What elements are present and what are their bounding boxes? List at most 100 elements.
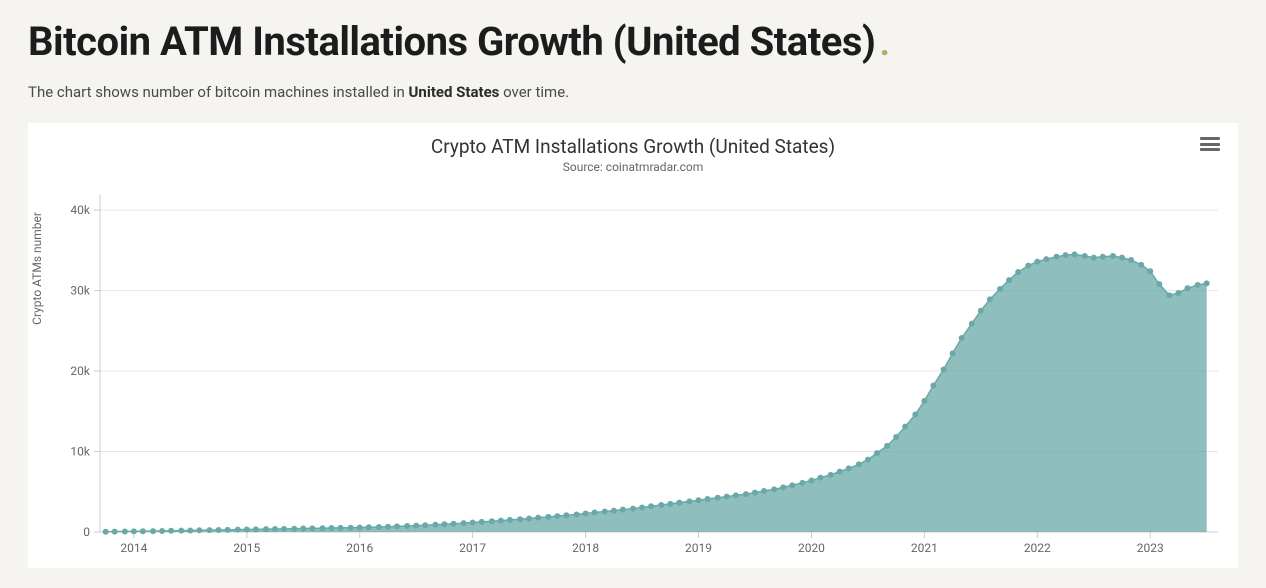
data-point [489,518,495,524]
x-tick-label: 2019 [685,541,712,555]
y-axis-title: Crypto ATMs number [30,212,44,325]
x-tick-label: 2015 [233,541,260,555]
data-point [207,527,213,533]
y-tick-label: 10k [70,445,90,459]
data-point [150,528,156,534]
data-point [856,461,862,467]
data-point [554,513,560,519]
data-point [978,308,984,314]
x-tick-label: 2023 [1137,541,1164,555]
data-point [715,495,721,501]
data-point [545,514,551,520]
data-point [1166,292,1172,298]
data-point [724,494,730,500]
data-point [630,506,636,512]
data-point [404,523,410,529]
subtitle-bold: United States [409,83,500,101]
data-point [366,524,372,530]
data-point [696,497,702,503]
data-point [574,511,580,517]
data-point [159,528,165,534]
data-point [422,522,428,528]
y-tick-label: 40k [70,203,90,217]
data-point [329,525,335,531]
data-point [461,520,467,526]
data-point [376,524,382,530]
data-point [187,527,193,533]
data-point [1110,253,1116,259]
x-tick-label: 2016 [346,541,373,555]
data-point [272,526,278,532]
x-tick-label: 2017 [459,541,486,555]
data-point [450,521,456,527]
data-point [112,529,118,535]
data-point [178,528,184,534]
data-point [817,475,823,481]
data-point [338,525,344,531]
page-title-text: Bitcoin ATM Installations Growth (United… [28,18,875,65]
data-point [846,465,852,471]
chart-title: Crypto ATM Installations Growth (United … [38,135,1228,158]
x-tick-label: 2014 [120,541,147,555]
data-point [828,472,834,478]
data-point [1082,253,1088,259]
data-point [667,501,673,507]
data-point [140,528,146,534]
data-point [941,366,947,372]
data-point [837,469,843,475]
data-point [1156,281,1162,287]
data-point [912,412,918,418]
data-point [131,528,137,534]
x-tick-label: 2020 [798,541,825,555]
data-point [1185,285,1191,291]
data-point [743,491,749,497]
x-tick-label: 2022 [1024,541,1051,555]
data-point [1100,254,1106,260]
data-point [517,516,523,522]
data-point [620,507,626,513]
data-point [884,443,890,449]
data-point [244,527,250,533]
data-point [225,527,231,533]
subtitle-suffix: over time. [499,83,569,101]
data-point [1034,259,1040,265]
data-point [348,525,354,531]
data-point [498,518,504,524]
data-point [930,383,936,389]
data-point [950,350,956,356]
chart-card: Crypto ATM Installations Growth (United … [28,123,1238,568]
data-point [394,523,400,529]
data-point [122,529,128,535]
data-point [639,504,645,510]
data-point [902,424,908,430]
data-point [300,526,306,532]
data-point [1054,254,1060,260]
x-tick-label: 2018 [572,541,599,555]
chart-header: Crypto ATM Installations Growth (United … [38,131,1228,174]
area-fill [106,254,1207,532]
data-point [733,492,739,498]
data-point [808,477,814,483]
data-point [658,502,664,508]
title-accent-dot: . [879,22,889,64]
data-point [216,527,222,533]
data-point [309,525,315,531]
data-point [789,482,795,488]
data-point [1138,262,1144,268]
data-point [291,526,297,532]
data-point [263,526,269,532]
chart-menu-button[interactable] [1200,135,1220,153]
subtitle-prefix: The chart shows number of bitcoin machin… [28,83,409,101]
data-point [969,321,975,327]
data-point [893,434,899,440]
data-point [1204,280,1210,286]
data-point [676,500,682,506]
y-tick-label: 20k [70,364,90,378]
data-point [865,457,871,463]
data-point [441,521,447,527]
data-point [648,503,654,509]
data-point [507,517,513,523]
data-point [535,515,541,521]
chart-plot: Crypto ATMs number 010k20k30k40k20142015… [38,180,1228,560]
data-point [705,496,711,502]
